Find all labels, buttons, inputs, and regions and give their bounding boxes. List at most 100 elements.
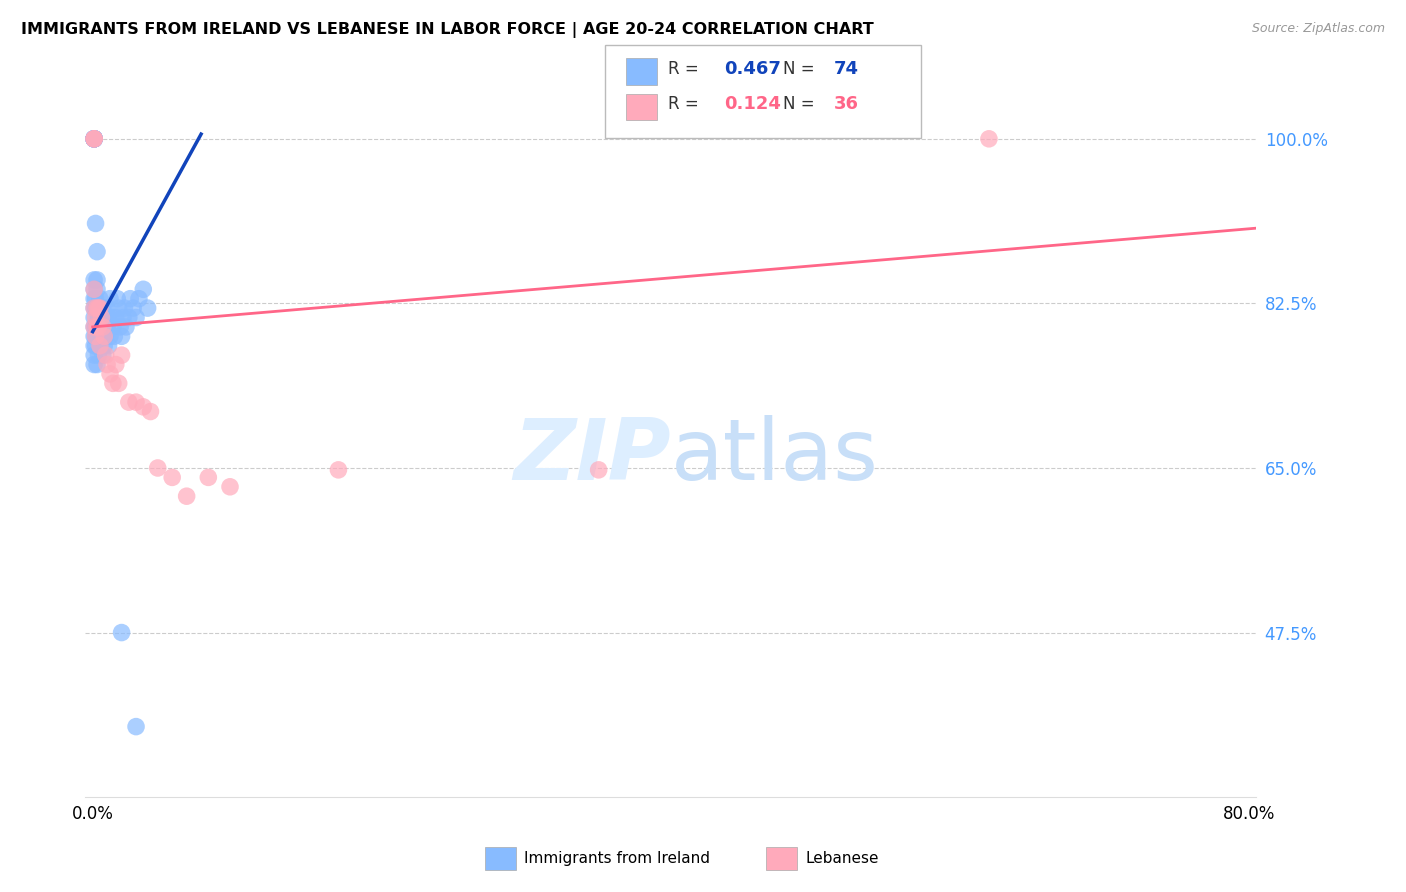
Point [89, 319, 111, 334]
Point [98, 329, 121, 343]
Point [89, 301, 111, 315]
Point [94, 329, 117, 343]
Point [107, 376, 129, 391]
Point [83, 273, 105, 287]
Point [84, 292, 107, 306]
Point [90, 329, 112, 343]
Point [83, 132, 105, 146]
Point [83, 319, 105, 334]
Point [89, 339, 111, 353]
Point [197, 470, 219, 484]
Point [84, 339, 107, 353]
Point [122, 301, 145, 315]
Point [132, 400, 155, 414]
Point [94, 348, 117, 362]
Text: R =: R = [668, 60, 704, 78]
Point [93, 329, 115, 343]
Point [83, 319, 105, 334]
Point [86, 301, 108, 315]
Point [136, 301, 159, 315]
Point [87, 310, 110, 325]
Text: R =: R = [668, 95, 704, 113]
Point [83, 329, 105, 343]
Point [83, 132, 105, 146]
Point [101, 319, 124, 334]
Point [83, 132, 105, 146]
Point [107, 301, 129, 315]
Point [112, 310, 135, 325]
Point [86, 329, 108, 343]
Point [132, 282, 155, 296]
Point [146, 461, 169, 475]
Point [87, 329, 110, 343]
Point [84, 217, 107, 231]
Point [96, 301, 118, 315]
Point [110, 329, 132, 343]
Point [115, 319, 138, 334]
Point [104, 358, 127, 372]
Point [87, 348, 110, 362]
Point [96, 319, 118, 334]
Point [83, 132, 105, 146]
Point [89, 301, 111, 315]
Point [87, 301, 110, 315]
Point [104, 310, 127, 325]
Point [84, 329, 107, 343]
Point [83, 132, 105, 146]
Text: N =: N = [783, 95, 820, 113]
Point [110, 348, 132, 362]
Point [90, 310, 112, 325]
Point [83, 132, 105, 146]
Text: Immigrants from Ireland: Immigrants from Ireland [524, 851, 710, 865]
Point [118, 395, 141, 409]
Point [160, 470, 183, 484]
Point [128, 292, 150, 306]
Point [139, 404, 162, 418]
Point [96, 358, 118, 372]
Point [83, 132, 105, 146]
Text: N =: N = [783, 60, 820, 78]
Point [100, 310, 122, 325]
Point [83, 292, 105, 306]
Point [219, 480, 242, 494]
Point [93, 319, 115, 334]
Point [89, 292, 111, 306]
Text: Source: ZipAtlas.com: Source: ZipAtlas.com [1251, 22, 1385, 36]
Point [120, 292, 142, 306]
Point [83, 132, 105, 146]
Point [97, 339, 120, 353]
Point [86, 319, 108, 334]
Point [84, 301, 107, 315]
Point [98, 292, 121, 306]
Point [86, 358, 108, 372]
Point [125, 720, 148, 734]
Point [83, 132, 105, 146]
Text: 0.124: 0.124 [724, 95, 780, 113]
Point [83, 348, 105, 362]
Point [84, 310, 107, 325]
Text: 74: 74 [834, 60, 859, 78]
Point [86, 282, 108, 296]
Point [108, 319, 131, 334]
Text: atlas: atlas [671, 416, 879, 499]
Text: Lebanese: Lebanese [806, 851, 879, 865]
Point [125, 395, 148, 409]
Point [977, 132, 1000, 146]
Point [91, 329, 114, 343]
Point [91, 319, 114, 334]
Point [101, 376, 124, 391]
Text: IMMIGRANTS FROM IRELAND VS LEBANESE IN LABOR FORCE | AGE 20-24 CORRELATION CHART: IMMIGRANTS FROM IRELAND VS LEBANESE IN L… [21, 22, 875, 38]
Point [84, 319, 107, 334]
Point [90, 310, 112, 325]
Point [83, 282, 105, 296]
Point [93, 339, 115, 353]
Point [86, 301, 108, 315]
Point [103, 329, 125, 343]
Point [86, 273, 108, 287]
Point [110, 625, 132, 640]
Point [176, 489, 198, 503]
Point [97, 310, 120, 325]
Point [105, 292, 128, 306]
Point [588, 463, 610, 477]
Point [328, 463, 350, 477]
